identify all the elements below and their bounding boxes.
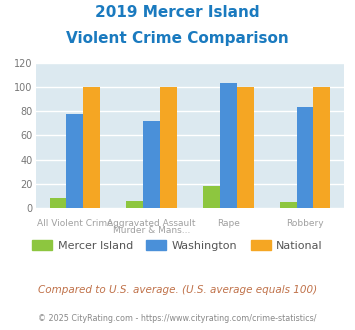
Text: 2019 Mercer Island: 2019 Mercer Island <box>95 5 260 20</box>
Text: Murder & Mans...: Murder & Mans... <box>113 226 190 235</box>
Bar <box>280 202 296 208</box>
Bar <box>313 87 330 208</box>
Bar <box>237 87 253 208</box>
Bar <box>143 121 160 208</box>
Text: Violent Crime Comparison: Violent Crime Comparison <box>66 31 289 46</box>
Text: Rape: Rape <box>217 219 240 228</box>
Bar <box>220 83 237 208</box>
Bar <box>203 186 220 208</box>
Bar <box>126 201 143 208</box>
Text: © 2025 CityRating.com - https://www.cityrating.com/crime-statistics/: © 2025 CityRating.com - https://www.city… <box>38 314 317 323</box>
Text: Aggravated Assault: Aggravated Assault <box>107 219 196 228</box>
Bar <box>296 108 313 208</box>
Text: All Violent Crime: All Violent Crime <box>37 219 113 228</box>
Bar <box>66 114 83 208</box>
Bar <box>50 198 66 208</box>
Text: Robbery: Robbery <box>286 219 324 228</box>
Bar <box>160 87 177 208</box>
Bar <box>83 87 100 208</box>
Text: Compared to U.S. average. (U.S. average equals 100): Compared to U.S. average. (U.S. average … <box>38 285 317 295</box>
Legend: Mercer Island, Washington, National: Mercer Island, Washington, National <box>28 236 327 256</box>
